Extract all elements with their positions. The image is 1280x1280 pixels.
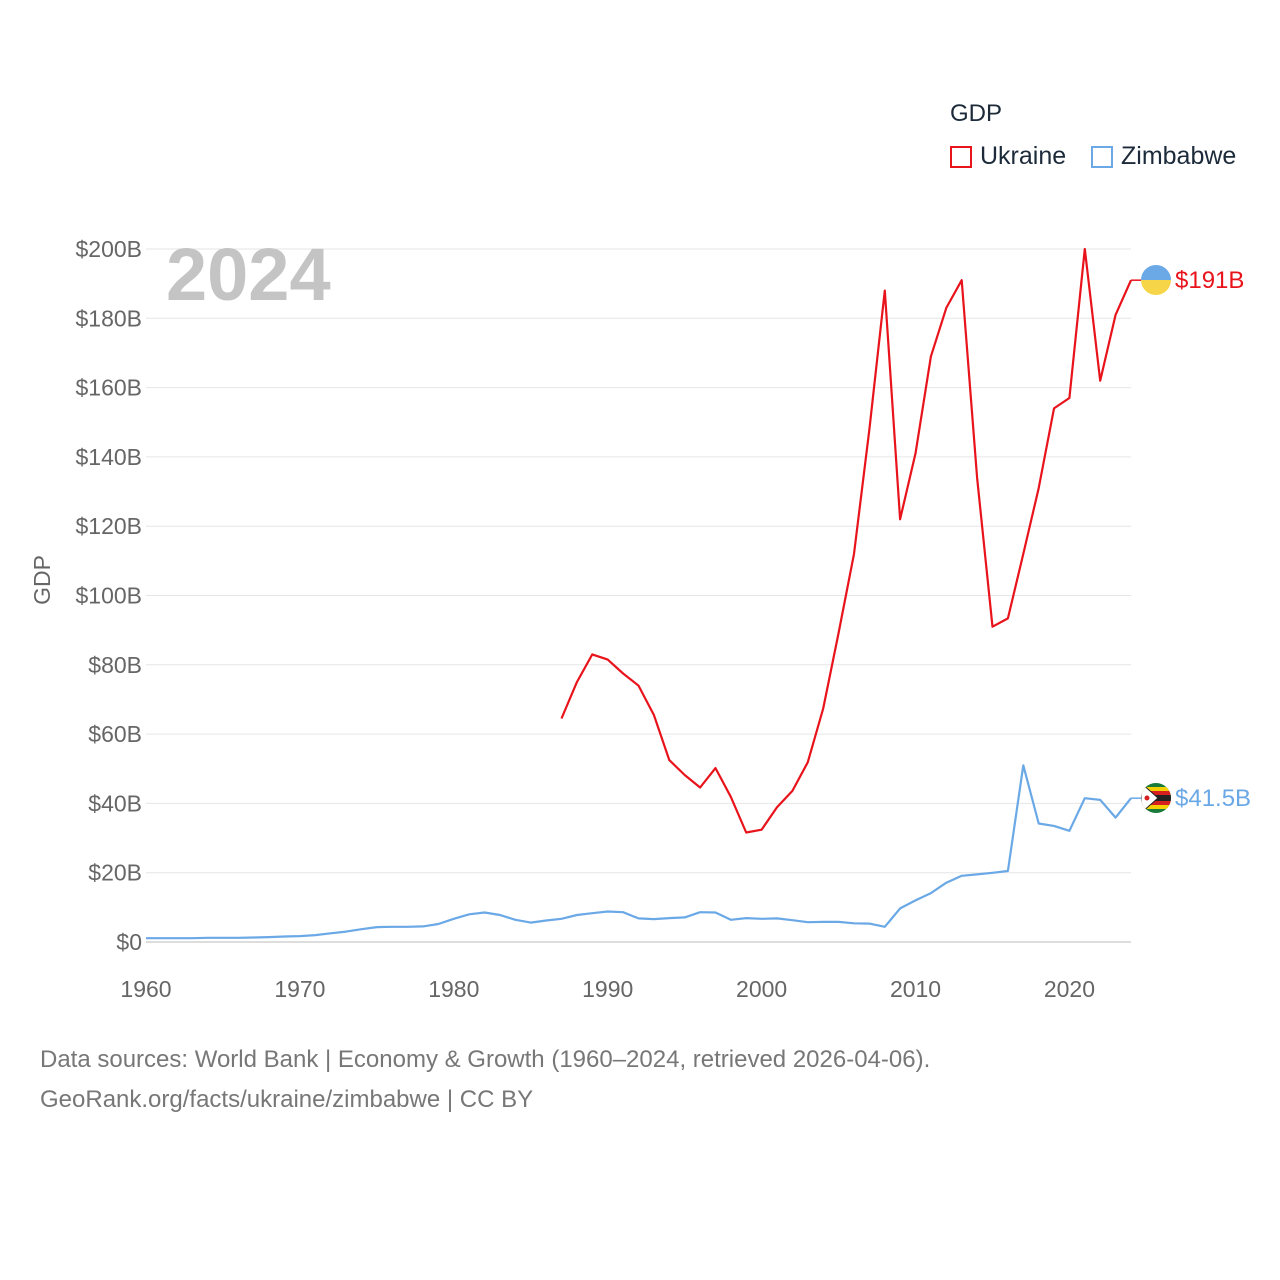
legend-swatch-ukraine [950, 145, 972, 168]
series-line-zimbabwe [146, 764, 1132, 940]
y-tick-label: $0 [116, 929, 142, 955]
legend-label-zimbabwe: Zimbabwe [1121, 142, 1237, 170]
x-tick-label: 2000 [736, 976, 787, 1002]
ukraine-flag-icon [1141, 265, 1171, 295]
legend-swatch-zimbabwe [1091, 145, 1113, 168]
y-tick-label: $20B [88, 860, 142, 886]
series-layer: $191B $41.5B [146, 247, 1251, 940]
y-tick-label: $140B [75, 444, 142, 470]
legend-label-ukraine: Ukraine [980, 142, 1067, 170]
x-tick-label: 1960 [120, 976, 171, 1002]
x-tick-label: 2010 [890, 976, 941, 1002]
x-tick-label: 2020 [1044, 976, 1095, 1002]
y-tick-label: $40B [88, 790, 142, 816]
y-tick-label: $120B [75, 513, 142, 539]
x-tick-label: 1970 [274, 976, 325, 1002]
year-watermark: 2024 [166, 233, 331, 316]
legend-title: GDP [950, 100, 1003, 127]
y-tick-label: $160B [75, 375, 142, 401]
y-tick-label: $180B [75, 305, 142, 331]
grid-lines [146, 248, 1131, 943]
y-tick-label: $80B [88, 652, 142, 678]
axes: $0 $20B $40B $60B $80B $100B $120B $140B $160B $1… [75, 236, 1095, 1002]
y-tick-label: $200B [75, 236, 142, 262]
legend-item-ukraine[interactable]: Ukraine [950, 142, 1066, 171]
y-tick-label: $100B [75, 583, 142, 609]
zimbabwe-flag-icon [1141, 783, 1171, 813]
end-label-ukraine: $191B [1175, 267, 1244, 294]
x-tick-label: 1990 [582, 976, 633, 1002]
source-citation: Data sources: World Bank | Economy & Gro… [40, 1046, 931, 1073]
legend-item-zimbabwe[interactable]: Zimbabwe [1091, 142, 1236, 171]
series-line-ukraine [560, 247, 1133, 834]
y-axis-title: GDP [29, 555, 55, 605]
y-tick-label: $60B [88, 721, 142, 747]
x-tick-label: 1980 [428, 976, 479, 1002]
end-label-zimbabwe: $41.5B [1175, 785, 1251, 812]
source-link: GeoRank.org/facts/ukraine/zimbabwe | CC … [40, 1086, 534, 1113]
